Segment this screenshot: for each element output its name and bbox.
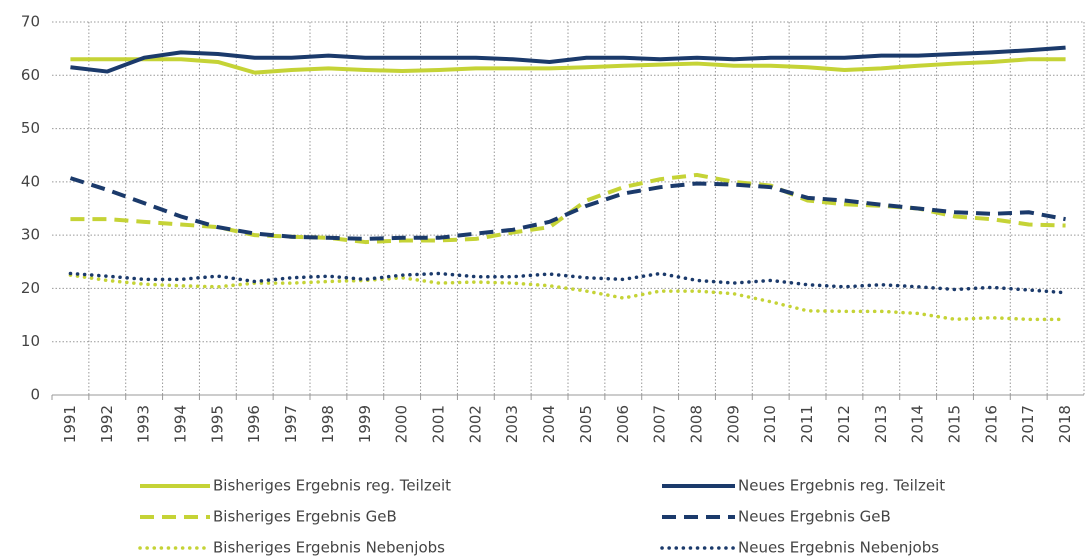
x-tick-label: 1999 bbox=[356, 405, 374, 443]
y-tick-label: 70 bbox=[21, 13, 40, 31]
x-tick-label: 2004 bbox=[540, 405, 558, 443]
series-line bbox=[69, 176, 1066, 241]
x-tick-label: 2002 bbox=[466, 405, 484, 443]
x-tick-label: 1993 bbox=[135, 405, 153, 443]
x-tick-label: 1996 bbox=[245, 405, 263, 443]
x-tick-label: 2013 bbox=[872, 405, 890, 443]
legend-label: Neues Ergebnis reg. Teilzeit bbox=[738, 477, 945, 495]
x-tick-label: 1997 bbox=[282, 405, 300, 443]
x-tick-label: 2007 bbox=[651, 405, 669, 443]
x-tick-label: 1992 bbox=[98, 405, 116, 443]
legend-label: Neues Ergebnis GeB bbox=[738, 508, 891, 526]
x-tick-label: 2005 bbox=[577, 405, 595, 443]
y-tick-label: 60 bbox=[21, 66, 40, 84]
x-tick-label: 2018 bbox=[1056, 405, 1074, 443]
x-tick-label: 2014 bbox=[909, 405, 927, 443]
x-tick-label: 2001 bbox=[430, 405, 448, 443]
x-tick-label: 2012 bbox=[835, 405, 853, 443]
x-tick-label: 2015 bbox=[946, 405, 964, 443]
series-line bbox=[68, 271, 1068, 295]
y-tick-label: 20 bbox=[21, 279, 40, 297]
x-tick-label: 2011 bbox=[798, 405, 816, 443]
y-tick-label: 50 bbox=[21, 119, 40, 137]
x-tick-label: 2016 bbox=[982, 405, 1000, 443]
series-line bbox=[70, 45, 1066, 74]
legend-label: Bisheriges Ergebnis GeB bbox=[213, 508, 397, 526]
x-tick-label: 2006 bbox=[614, 405, 632, 443]
x-tick-label: 2003 bbox=[503, 405, 521, 443]
x-tick-label: 1995 bbox=[208, 405, 226, 443]
series-line bbox=[70, 57, 1066, 75]
x-tick-label: 1998 bbox=[319, 405, 337, 443]
y-tick-label: 30 bbox=[21, 226, 40, 244]
x-tick-label: 2008 bbox=[688, 405, 706, 443]
y-tick-label: 0 bbox=[30, 386, 40, 404]
x-tick-label: 2009 bbox=[724, 405, 742, 443]
x-tick-label: 2010 bbox=[761, 405, 779, 443]
legend-label: Bisheriges Ergebnis reg. Teilzeit bbox=[213, 477, 451, 495]
y-tick-label: 10 bbox=[21, 332, 40, 350]
y-tick-label: 40 bbox=[21, 172, 40, 190]
x-tick-label: 2017 bbox=[1019, 405, 1037, 443]
x-tick-label: 1994 bbox=[172, 405, 190, 443]
legend-label: Bisheriges Ergebnis Nebenjobs bbox=[213, 539, 445, 557]
legend-label: Neues Ergebnis Nebenjobs bbox=[738, 539, 939, 557]
x-tick-label: 1991 bbox=[61, 405, 79, 443]
x-tick-label: 2000 bbox=[393, 405, 411, 443]
